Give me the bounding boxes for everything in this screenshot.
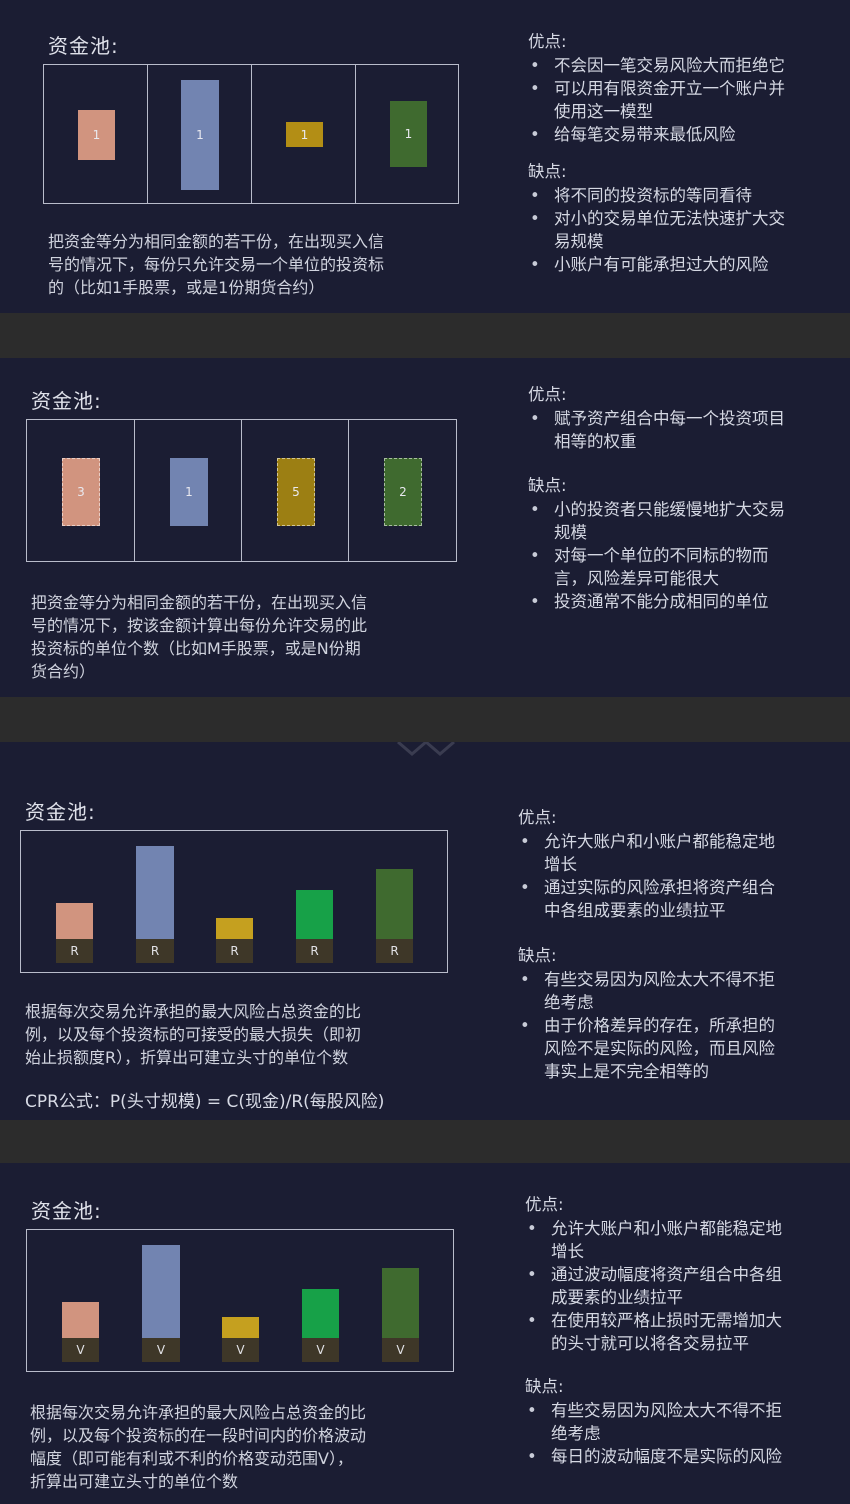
unit-block: 1 [170,458,208,526]
pool-slot: 2 [349,420,456,561]
volatility-base: V [382,1338,419,1362]
volatility-base: V [302,1338,339,1362]
cpr-formula: CPR公式：P(头寸规模) = C(现金)/R(每股风险) [25,1092,385,1112]
unit-block: 2 [384,458,422,526]
position-bar [136,846,174,939]
pros-heading: 优点: [528,32,567,51]
pool-slot: 1 [252,65,356,203]
capital-pool-diagram: 1 1 1 1 [43,64,459,204]
cons-heading: 缺点: [528,162,567,181]
list-item: 给每笔交易带来最低风险 [528,123,785,146]
pool-slot: 1 [135,420,242,561]
volatility-base: V [142,1338,180,1362]
list-item: 小账户有可能承担过大的风险 [528,253,785,276]
position-bar [296,890,333,939]
method-description: 根据每次交易允许承担的最大风险占总资金的比 例，以及每个投资标的可接受的最大损失（… [25,1002,362,1067]
unit-block: 1 [286,122,323,147]
risk-base: R [56,939,93,963]
pool-slot: 1 [148,65,252,203]
position-bar [376,869,413,939]
position-bar [142,1245,180,1338]
pros-heading: 优点: [525,1195,564,1214]
cons-heading: 缺点: [525,1377,564,1396]
unit-block: 1 [181,80,219,190]
pool-slot: 3 [27,420,135,561]
panel-title: 资金池: [25,800,96,824]
unit-block: 1 [78,110,115,160]
position-bar [62,1302,99,1338]
risk-base: R [136,939,174,963]
slide-notch-decoration [397,742,455,756]
panel-percent-risk: 资金池: R R R R R 根据每次交易允许承担的最大风险占总资金的比 例，以及… [0,742,850,1120]
list-item: 每日的波动幅度不是实际的风险 [525,1445,782,1468]
pros-heading: 优点: [528,385,567,404]
risk-base: R [216,939,253,963]
position-bar [382,1268,419,1338]
panel-title: 资金池: [48,34,119,58]
risk-base: R [376,939,413,963]
position-bar [216,918,253,939]
position-bar [222,1317,259,1338]
pool-slot: 1 [44,65,148,203]
unit-block: 3 [62,458,100,526]
panel-title: 资金池: [31,1199,102,1223]
risk-base: R [296,939,333,963]
cons-heading: 缺点: [528,476,567,495]
capital-pool-diagram: 3 1 5 2 [26,419,457,562]
volatility-base: V [222,1338,259,1362]
panel-fixed-unit: 资金池: 1 1 1 1 把资金等分为相同金额的若干份，在出现买入信 号的情况下，… [0,0,850,313]
panel-fixed-amount: 资金池: 3 1 5 2 把资金等分为相同金额的若干份，在出现买入信 号的情况下，… [0,358,850,697]
method-description: 把资金等分为相同金额的若干份，在出现买入信 号的情况下，按该金额计算出每份允许交易… [31,593,368,681]
position-bar [56,903,93,939]
list-item: 投资通常不能分成相同的单位 [528,590,785,613]
cons-heading: 缺点: [518,946,557,965]
capital-pool-diagram: V V V V V [26,1229,454,1372]
pool-slot: 5 [242,420,349,561]
list-item: 不会因一笔交易风险大而拒绝它 [528,54,785,77]
unit-block: 1 [390,101,427,167]
panel-volatility: 资金池: V V V V V 根据每次交易允许承担的最大风险占总资金的比 例，以及… [0,1163,850,1504]
volatility-base: V [62,1338,99,1362]
unit-block: 5 [277,458,315,526]
pros-cons: 优点: 不会因一笔交易风险大而拒绝它 可以用有限资金开立一个账户并使用这一模型 … [528,30,785,276]
position-bar [302,1289,339,1338]
capital-pool-diagram: R R R R R [20,830,448,973]
method-description: 把资金等分为相同金额的若干份，在出现买入信 号的情况下，每份只允许交易一个单位的投… [48,232,385,297]
list-item: 将不同的投资标的等同看待 [528,184,785,207]
method-description: 根据每次交易允许承担的最大风险占总资金的比 例，以及每个投资标的在一段时间内的价格… [30,1403,367,1491]
panel-title: 资金池: [31,389,102,413]
pool-slot: 1 [356,65,459,203]
pros-heading: 优点: [518,808,557,827]
